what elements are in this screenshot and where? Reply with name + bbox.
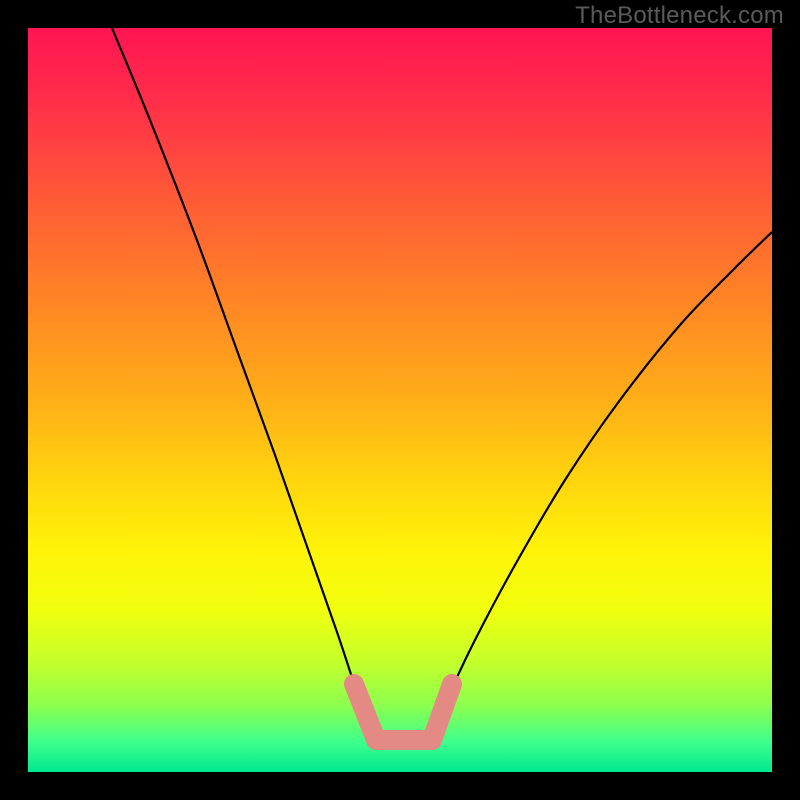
chart-svg [0,0,800,800]
watermark-text: TheBottleneck.com [575,2,784,30]
chart-gradient-rect [28,28,772,772]
